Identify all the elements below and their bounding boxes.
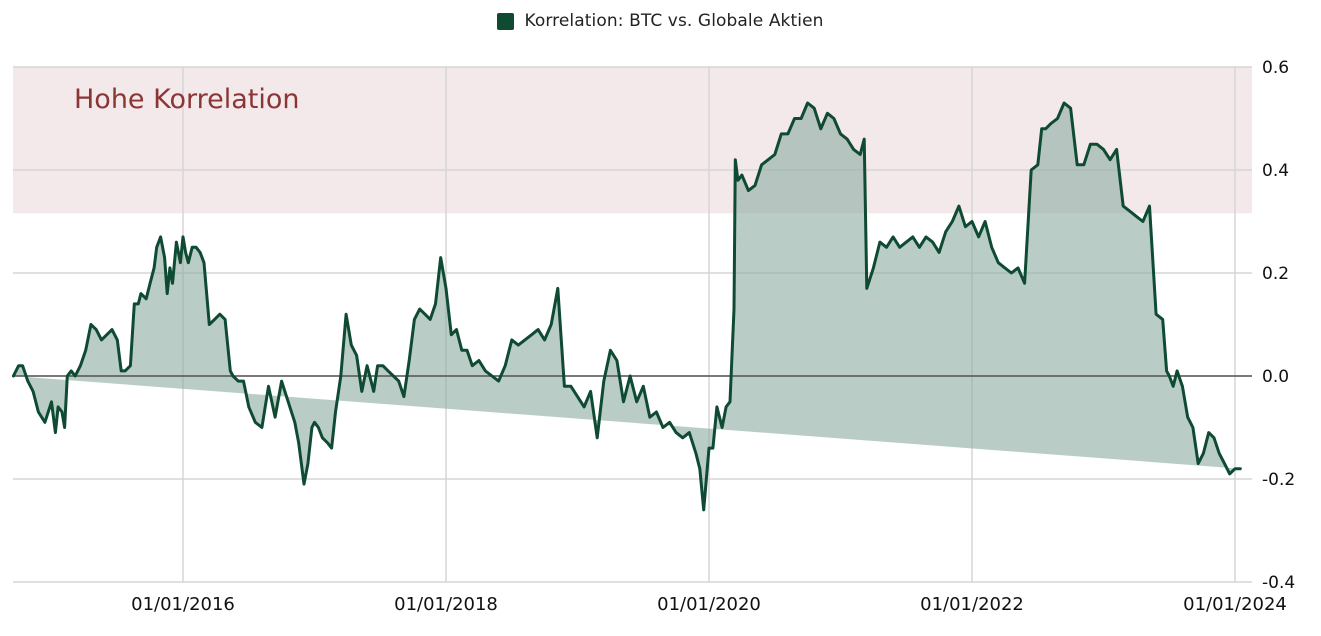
y-tick-label: 0.2 [1262,264,1289,284]
chart-legend[interactable]: Korrelation: BTC vs. Globale Aktien [0,11,1321,31]
y-axis: 0.6 0.4 0.2 0.0 -0.2 -0.4 [1262,58,1295,593]
x-tick-label: 01/01/2018 [394,594,498,615]
x-axis: 01/01/2016 01/01/2018 01/01/2020 01/01/2022… [131,594,1287,615]
y-tick-label: -0.4 [1262,573,1295,593]
x-tick-label: 01/01/2016 [131,594,235,615]
x-tick-label: 01/01/2020 [657,594,761,615]
y-tick-label: -0.2 [1262,470,1295,490]
y-tick-label: 0.0 [1262,367,1289,387]
x-tick-label: 01/01/2024 [1183,594,1287,615]
x-tick-label: 01/01/2022 [920,594,1024,615]
correlation-area [13,103,1241,510]
y-tick-label: 0.6 [1262,58,1289,78]
high-correlation-label: Hohe Korrelation [74,84,300,115]
legend-swatch-icon [497,12,515,30]
correlation-line[interactable] [11,101,1242,512]
legend-label: Korrelation: BTC vs. Globale Aktien [524,11,824,31]
y-tick-label: 0.4 [1262,161,1289,181]
